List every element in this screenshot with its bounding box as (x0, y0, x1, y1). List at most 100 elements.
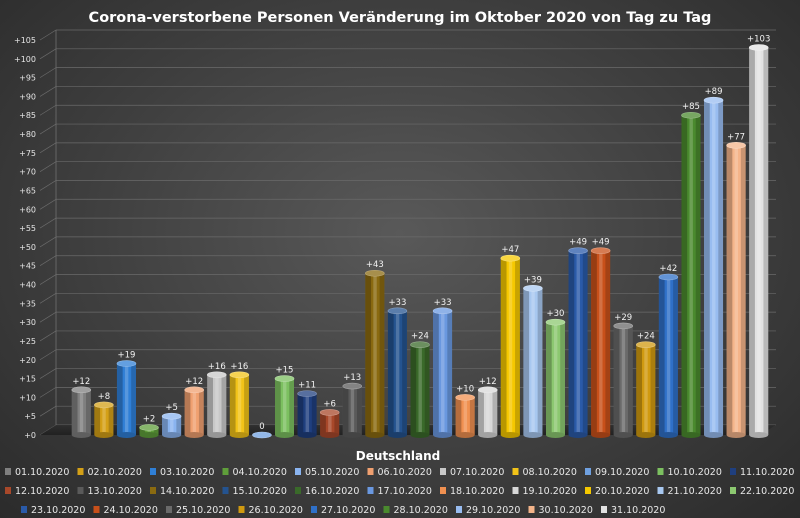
legend-swatch (150, 468, 156, 475)
x-category-label: Deutschland (356, 449, 441, 463)
y-tick-label: +90 (19, 92, 36, 101)
bar (116, 360, 137, 438)
legend-item: 25.10.2020 (166, 505, 230, 516)
bar-shade-left (94, 404, 101, 435)
legend-item: 04.10.2020 (222, 467, 287, 478)
legend-label: 26.10.2020 (249, 505, 303, 516)
y-tick-label: +80 (19, 130, 36, 139)
y-tick-label: +45 (19, 262, 36, 271)
bar-top (455, 394, 475, 401)
bar-highlight (441, 310, 445, 435)
legend-swatch (222, 468, 229, 475)
legend-swatch (440, 487, 446, 494)
legend-swatch (21, 506, 27, 513)
bar-highlight (282, 378, 287, 435)
legend-item: 29.10.2020 (456, 505, 520, 516)
bar-top (274, 375, 295, 382)
bar-highlight (102, 404, 106, 435)
bar-top (477, 386, 498, 394)
y-tick-label: +10 (19, 393, 36, 402)
bar-shade-left (726, 145, 733, 436)
bar-base (275, 432, 295, 438)
data-label: +8 (98, 392, 111, 402)
legend-label: 16.10.2020 (305, 486, 359, 497)
bar-top (229, 371, 250, 379)
bar-shade-right (560, 322, 565, 435)
bar-shade-left (568, 250, 575, 435)
y-tick-label: +70 (19, 168, 36, 177)
bar-base (455, 432, 475, 438)
gridlines (39, 29, 776, 436)
bar-shade-right (198, 389, 204, 435)
bar-base (207, 432, 227, 438)
y-tick-label: +65 (19, 186, 36, 195)
data-label: +43 (366, 260, 384, 270)
legend: 01.10.2020 02.10.2020 03.10.2020 04.10.2020… (5, 467, 794, 516)
legend-swatch (601, 506, 607, 513)
gridline-diagonal (39, 311, 57, 323)
legend-swatch (657, 468, 664, 475)
gridline-diagonal (39, 142, 57, 154)
legend-swatch (730, 468, 736, 475)
data-label: +85 (682, 102, 700, 112)
legend-swatch (150, 487, 156, 494)
gridline-diagonal (39, 236, 57, 248)
legend-item: 18.10.2020 (440, 486, 504, 497)
bar (71, 386, 92, 438)
bar-shade-left (184, 389, 191, 435)
bar-top (387, 307, 408, 315)
bar-base (749, 432, 769, 438)
legend-label: 01.10.2020 (15, 467, 69, 478)
legend-label: 31.10.2020 (611, 505, 665, 516)
gridline-diagonal (39, 405, 57, 417)
gridline-diagonal (39, 104, 57, 116)
legend-item: 10.10.2020 (657, 467, 722, 478)
bar-highlight (418, 344, 422, 435)
y-tick-label: +35 (19, 299, 36, 308)
legend-label: 27.10.2020 (321, 505, 375, 516)
bar (387, 307, 408, 438)
bar-highlight (237, 374, 242, 435)
bar-top (568, 247, 588, 254)
bar (319, 409, 340, 438)
bar-shade-right (605, 250, 611, 435)
data-label: +11 (298, 381, 316, 391)
bar (432, 307, 453, 438)
bar (568, 247, 588, 438)
bar-shade-left (433, 310, 439, 435)
bar-base (320, 432, 340, 438)
bar-top (184, 386, 204, 394)
legend-swatch (367, 468, 374, 475)
legend-item: 20.10.2020 (585, 486, 649, 497)
legend-item: 09.10.2020 (585, 467, 649, 478)
bar (184, 386, 204, 438)
bar (229, 371, 250, 438)
y-tick-label: +15 (19, 375, 36, 384)
bar-base (523, 432, 543, 438)
legend-item: 16.10.2020 (295, 486, 359, 497)
legend-swatch (512, 487, 519, 494)
legend-item: 11.10.2020 (730, 467, 794, 478)
bar-shade-right (289, 378, 294, 435)
legend-item: 17.10.2020 (367, 486, 432, 497)
bar-shade-left (275, 378, 281, 435)
bar-shade-right (469, 397, 475, 435)
bar-base (162, 432, 182, 438)
legend-item: 03.10.2020 (150, 467, 214, 478)
legend-label: 02.10.2020 (88, 467, 142, 478)
bar-shade-right (447, 310, 453, 435)
bar-base (546, 432, 565, 438)
bar-base (704, 432, 724, 438)
y-tick-label: +0 (24, 431, 36, 440)
bar-highlight (170, 416, 174, 435)
bar-shade-left (229, 374, 236, 435)
bar-shade-left (546, 322, 552, 435)
data-label: +13 (343, 373, 361, 383)
bar-top (206, 371, 227, 379)
bar-shade-right (740, 145, 746, 436)
y-tick-label: +5 (24, 412, 36, 421)
gridline-diagonal (39, 29, 57, 41)
legend-item: 13.10.2020 (77, 486, 142, 497)
data-label: +47 (501, 245, 519, 255)
